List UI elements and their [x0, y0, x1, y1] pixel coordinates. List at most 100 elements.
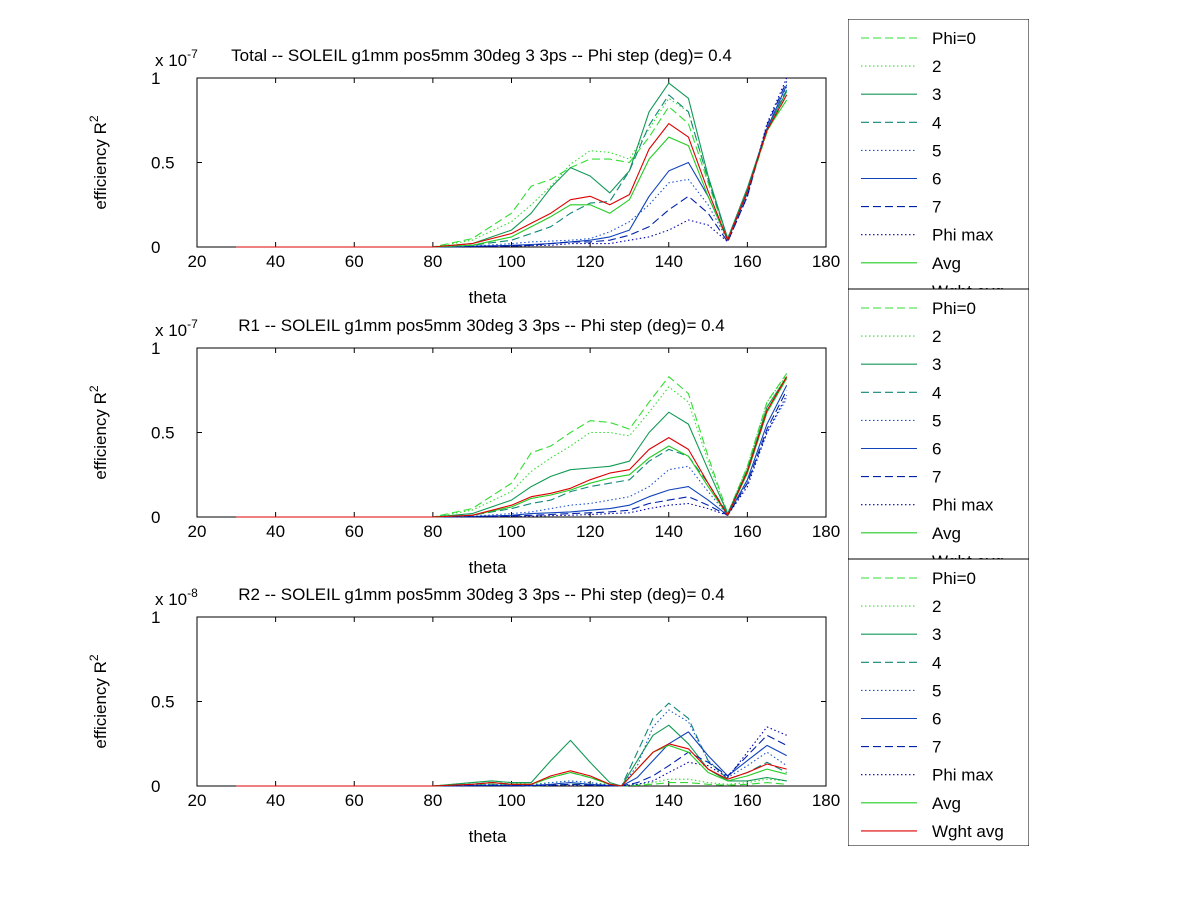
chart-title: R1 -- SOLEIL g1mm pos5mm 30deg 3 3ps -- … — [238, 316, 724, 335]
y-tick-label: 0 — [151, 508, 160, 527]
x-tick-label: 160 — [733, 252, 761, 271]
legend-entry: 6 — [932, 170, 941, 189]
scale-factor: x 10-7 — [155, 317, 198, 340]
legend-entry: 3 — [932, 85, 941, 104]
legend-box — [848, 19, 1029, 289]
legend-entry: Avg — [932, 254, 961, 273]
x-tick-label: 100 — [497, 791, 525, 810]
legend: Phi=0 2 3 4 5 6 7 Phi max Avg Wght avg — [848, 289, 1029, 559]
series-line-2 — [236, 374, 788, 518]
y-tick-label: 0.5 — [151, 424, 175, 443]
scale-factor-exponent: -7 — [187, 47, 198, 61]
legend-entry: 7 — [932, 198, 941, 217]
y-axis-label-superscript: 2 — [87, 385, 101, 392]
legend-entry: 3 — [932, 355, 941, 374]
plot-area — [196, 616, 827, 787]
x-tick-label: 120 — [576, 252, 604, 271]
legend-entry: Phi max — [932, 496, 994, 515]
legend-box — [848, 559, 1029, 846]
legend-entry: 4 — [932, 653, 941, 672]
scale-factor-exponent: -8 — [187, 586, 198, 600]
legend-entry: Wght avg — [932, 822, 1004, 841]
legend-entry: Phi=0 — [932, 29, 976, 48]
x-tick-label: 40 — [266, 252, 285, 271]
x-tick-label: 180 — [812, 791, 840, 810]
series-line-5 — [236, 398, 788, 518]
legend-entry: Avg — [932, 794, 961, 813]
x-tick-label: 140 — [655, 791, 683, 810]
x-axis-label: theta — [469, 558, 507, 577]
legend: Phi=0 2 3 4 5 6 7 Phi max Avg Wght avg — [848, 559, 1029, 846]
plot-area — [196, 347, 827, 518]
legend-entry: 5 — [932, 681, 941, 700]
x-tick-label: 80 — [423, 522, 442, 541]
chart-panel-2: 20 40 60 80 100 120 140 160 180 0 0.5 1x 10-7 R1 -- … — [87, 289, 1029, 577]
y-tick-label: 0.5 — [151, 693, 175, 712]
series-line-avg — [236, 99, 788, 248]
legend-entry: 2 — [932, 597, 941, 616]
series-line-avg — [236, 378, 788, 518]
x-tick-label: 20 — [188, 252, 207, 271]
legend-entry: 2 — [932, 57, 941, 76]
x-tick-label: 60 — [345, 252, 364, 271]
legend-entry: 3 — [932, 625, 941, 644]
y-tick-label: 1 — [151, 608, 160, 627]
x-tick-label: 60 — [345, 522, 364, 541]
y-tick-label: 0 — [151, 777, 160, 796]
legend-entry: Wght avg — [932, 282, 1004, 301]
y-tick-label: 1 — [151, 339, 160, 358]
chart-title: Total -- SOLEIL g1mm pos5mm 30deg 3 3ps … — [231, 46, 732, 65]
series-line-6 — [236, 384, 788, 518]
legend-entry: 4 — [932, 113, 941, 132]
x-tick-label: 180 — [812, 252, 840, 271]
legend-entry: 2 — [932, 327, 941, 346]
series-line-4 — [236, 378, 788, 518]
legend-entry: Phi=0 — [932, 299, 976, 318]
scale-factor-base: x 10 — [155, 51, 187, 70]
series-line-phi-max — [236, 726, 787, 787]
scale-factor-exponent: -7 — [187, 317, 198, 331]
legend-entry: Phi=0 — [932, 569, 976, 588]
x-tick-label: 180 — [812, 522, 840, 541]
legend-entry: Avg — [932, 524, 961, 543]
y-axis-label: efficiency R2 — [87, 385, 110, 480]
series-line-3 — [236, 376, 788, 518]
legend: Phi=0 2 3 4 5 6 7 Phi max Avg Wght avg — [848, 19, 1029, 301]
series-line-wght-avg — [236, 743, 787, 787]
series-line-4 — [236, 89, 788, 248]
legend-box — [848, 289, 1029, 559]
plot-area — [196, 77, 827, 248]
series-line-phi0 — [236, 373, 788, 518]
y-axis-label: efficiency R2 — [87, 115, 110, 210]
legend-entry: 6 — [932, 440, 941, 459]
series-line-wght-avg — [236, 376, 788, 518]
x-tick-label: 120 — [576, 791, 604, 810]
scale-factor: x 10-8 — [155, 586, 198, 609]
x-tick-label: 120 — [576, 522, 604, 541]
x-tick-label: 80 — [423, 791, 442, 810]
x-tick-label: 20 — [188, 791, 207, 810]
x-tick-label: 40 — [266, 791, 285, 810]
y-tick-label: 0.5 — [151, 154, 175, 173]
x-tick-label: 140 — [655, 522, 683, 541]
x-tick-label: 100 — [497, 252, 525, 271]
legend-entry: 7 — [932, 738, 941, 757]
y-axis-label-text: efficiency R — [91, 661, 110, 749]
y-axis-label-text: efficiency R — [91, 122, 110, 210]
scale-factor-base: x 10 — [155, 321, 187, 340]
x-axis-label: theta — [469, 288, 507, 307]
x-tick-label: 60 — [345, 791, 364, 810]
series-line-phi-max — [236, 395, 788, 518]
chart-title: R2 -- SOLEIL g1mm pos5mm 30deg 3 3ps -- … — [238, 585, 724, 604]
x-axis-label: theta — [469, 827, 507, 846]
series-line-5 — [236, 709, 788, 787]
series-line-3 — [236, 724, 787, 787]
legend-entry: 5 — [932, 411, 941, 430]
x-tick-label: 160 — [733, 522, 761, 541]
x-tick-label: 40 — [266, 522, 285, 541]
series-line-wght-avg — [236, 94, 788, 248]
legend-entry: 6 — [932, 710, 941, 729]
x-tick-label: 160 — [733, 791, 761, 810]
series-line-2 — [236, 89, 788, 248]
